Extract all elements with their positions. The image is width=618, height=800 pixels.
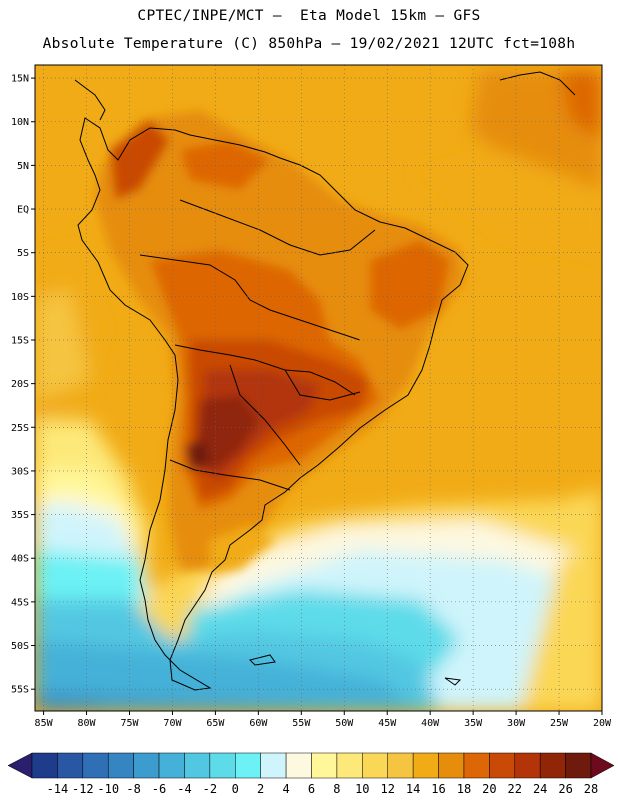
lon-label: 85W <box>35 718 54 729</box>
colorbar-label: 6 <box>307 782 316 796</box>
colorbar-swatch <box>57 752 84 779</box>
colorbar-swatch <box>362 752 388 779</box>
colorbar-label: 12 <box>380 782 395 796</box>
colorbar-swatch <box>463 752 490 779</box>
lat-label: 10N <box>11 117 29 128</box>
lon-label: 30W <box>507 718 526 729</box>
lat-label: 15N <box>11 74 29 85</box>
lon-label: 55W <box>292 718 311 729</box>
colorbar-swatch <box>438 752 465 779</box>
map-frame <box>34 64 603 712</box>
lon-label: 40W <box>421 718 440 729</box>
lat-label: 15S <box>11 335 29 346</box>
lat-label: 55S <box>11 685 29 696</box>
colorbar-label: 10 <box>355 782 370 796</box>
lon-label: 75W <box>120 718 139 729</box>
colorbar <box>7 752 615 779</box>
lon-label: 20W <box>593 718 612 729</box>
lat-label: 30S <box>11 466 29 477</box>
lat-label: 5N <box>17 161 29 172</box>
colorbar-label: 4 <box>282 782 290 796</box>
colorbar-label: 24 <box>532 782 548 796</box>
colorbar-over-arrow <box>590 752 615 779</box>
colorbar-swatch <box>539 752 566 779</box>
colorbar-swatch <box>412 752 439 779</box>
colorbar-label: -10 <box>97 782 120 796</box>
lon-label: 45W <box>378 718 397 729</box>
graticule <box>35 65 603 711</box>
lat-label: EQ <box>17 205 29 216</box>
colorbar-swatch <box>285 752 312 779</box>
colorbar-label: -6 <box>151 782 167 796</box>
colorbar-swatch <box>387 752 414 779</box>
colorbar-swatch <box>158 752 185 779</box>
colorbar-label: -12 <box>71 782 94 796</box>
lon-label: 70W <box>163 718 182 729</box>
colorbar-label: 16 <box>431 782 446 796</box>
colorbar-label: 26 <box>558 782 573 796</box>
colorbar-swatch <box>565 752 592 779</box>
lon-label: 25W <box>550 718 569 729</box>
colorbar-swatch <box>336 752 363 779</box>
colorbar-swatch <box>107 752 134 779</box>
colorbar-swatch <box>184 752 211 779</box>
lon-label: 80W <box>78 718 97 729</box>
lat-label: 35S <box>11 510 29 521</box>
colorbar-label: 28 <box>583 782 599 796</box>
colorbar-swatch <box>514 752 541 779</box>
colorbar-label: -4 <box>177 782 192 796</box>
colorbar-label: 20 <box>482 782 497 796</box>
colorbar-label: -8 <box>126 782 141 796</box>
lon-label: 35W <box>464 718 483 729</box>
lon-label: 60W <box>249 718 268 729</box>
colorbar-label: 18 <box>456 782 472 796</box>
lat-label: 40S <box>11 554 29 565</box>
lat-label: 25S <box>11 423 29 434</box>
lat-label: 45S <box>11 597 29 608</box>
map-title-line-1: CPTEC/INPE/MCT – Eta Model 15km – GFS <box>137 8 481 24</box>
colorbar-swatch <box>489 752 516 779</box>
colorbar-label: -14 <box>46 782 69 796</box>
colorbar-swatch <box>209 752 236 779</box>
colorbar-under-arrow <box>7 752 33 779</box>
colorbar-swatch <box>311 752 338 779</box>
colorbar-label: 14 <box>405 782 421 796</box>
colorbar-label: 22 <box>507 782 522 796</box>
colorbar-swatch <box>31 752 58 779</box>
colorbar-swatch <box>235 752 261 779</box>
colorbar-swatch <box>260 752 287 779</box>
colorbar-label: -2 <box>202 782 218 796</box>
latitude-labels: 15N 10N 5N EQ 5S 10S 15S 20S 25S 30S 35S 40S 45S 50S 5… <box>11 74 35 696</box>
map-title-line-2: Absolute Temperature (C) 850hPa – 19/02/… <box>42 36 576 52</box>
colorbar-swatch <box>133 752 160 779</box>
lat-label: 5S <box>17 248 29 259</box>
lon-label: 50W <box>335 718 354 729</box>
colorbar-swatch <box>82 752 109 779</box>
lat-label: 50S <box>11 641 29 652</box>
colorbar-label: 8 <box>333 782 341 796</box>
lat-label: 10S <box>11 292 29 303</box>
longitude-labels: 85W 80W 75W 70W 65W 60W 55W 50W 45W 40W 35W 30W 25W 2… <box>35 711 612 729</box>
colorbar-label: 0 <box>231 782 239 796</box>
lon-label: 65W <box>206 718 225 729</box>
coastlines <box>74 71 576 691</box>
colorbar-label: 2 <box>257 782 265 796</box>
temperature-field <box>35 65 602 711</box>
lat-label: 20S <box>11 379 29 390</box>
